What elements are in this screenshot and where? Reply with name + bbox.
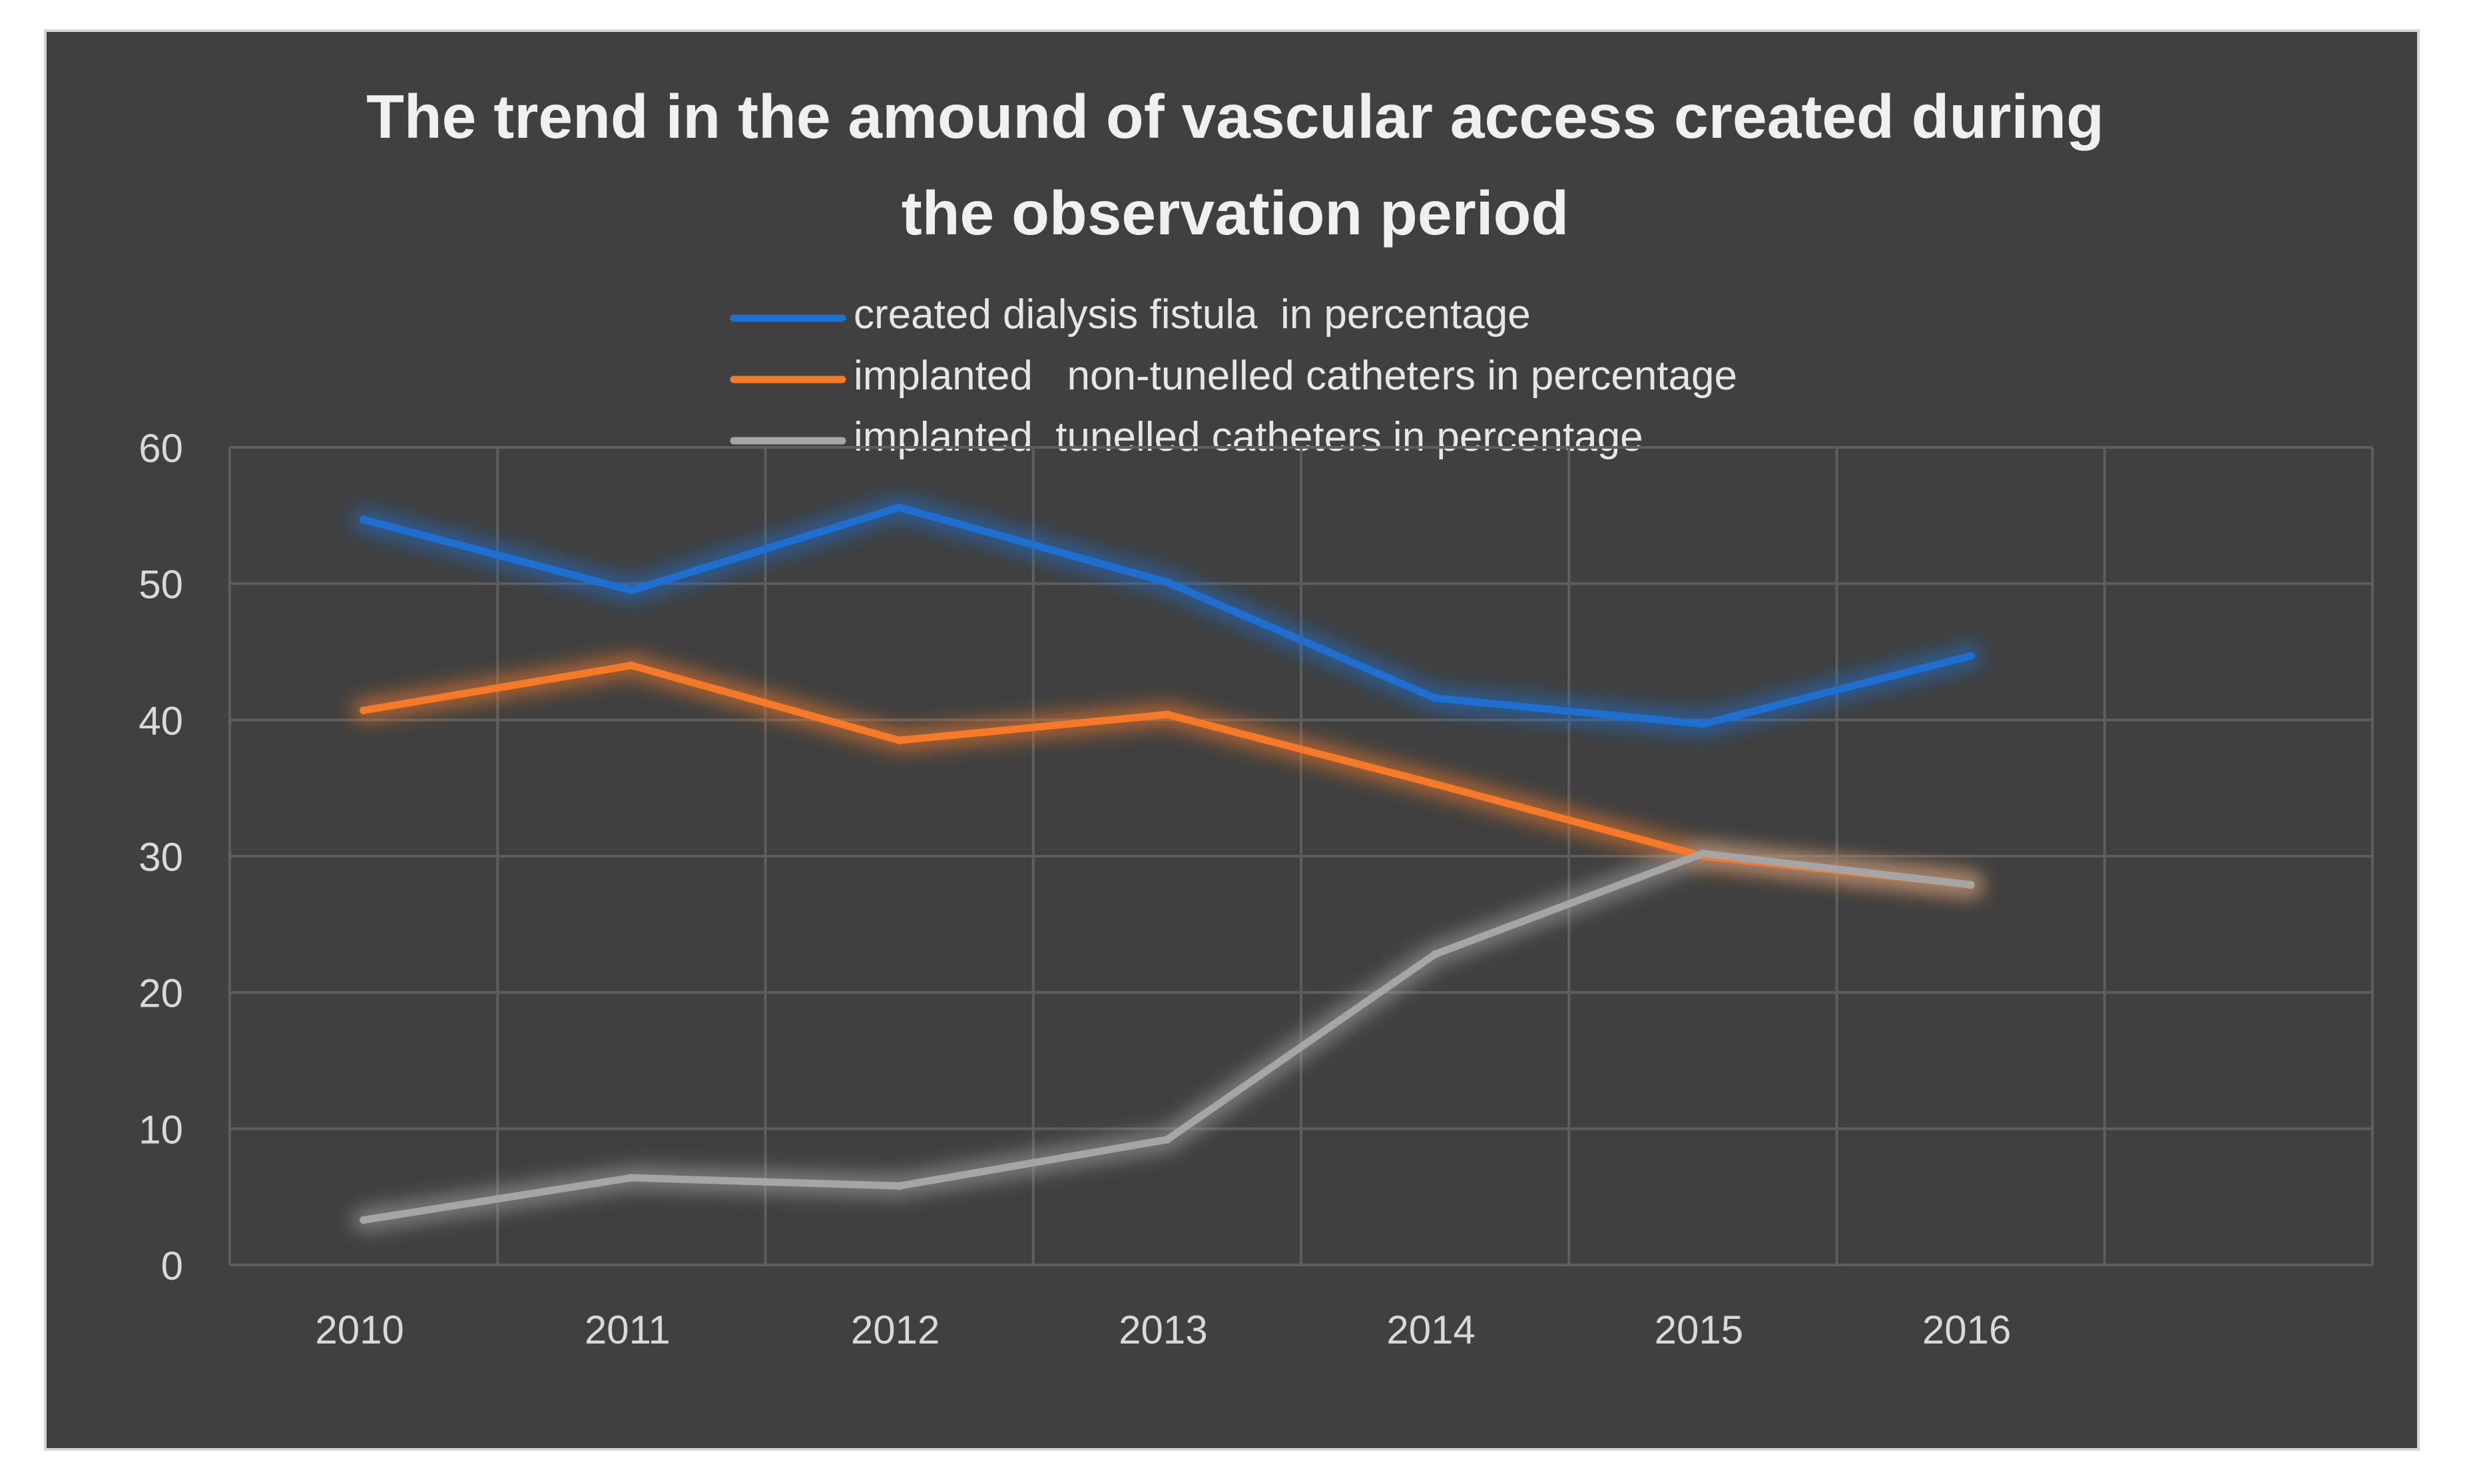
data-point xyxy=(1163,1135,1171,1144)
data-point xyxy=(1163,710,1171,719)
y-tick-label: 50 xyxy=(138,563,183,607)
x-tick-label: 2015 xyxy=(1655,1308,1743,1352)
data-point xyxy=(1699,720,1707,728)
legend-label-fistula: created dialysis fistula in percentage xyxy=(854,292,1531,338)
x-tick-label: 2010 xyxy=(315,1308,404,1352)
series-glow-0 xyxy=(352,496,1982,736)
chart-title-line-2: the observation period xyxy=(902,178,1569,248)
data-point xyxy=(1699,849,1707,858)
legend-label-tunelled: implanted tunelled catheters in percenta… xyxy=(854,414,1643,460)
series-line-0 xyxy=(360,503,1975,728)
series-lines xyxy=(352,496,1982,1232)
y-tick-label: 60 xyxy=(138,426,183,471)
data-point xyxy=(1431,694,1440,702)
y-axis-ticks: 0 10 20 30 40 50 60 xyxy=(138,426,183,1288)
chart-title-line-1: The trend in the amound of vascular acce… xyxy=(366,82,2104,151)
x-tick-label: 2016 xyxy=(1922,1308,2011,1352)
x-axis-ticks: 2010 2011 2012 2013 2014 2015 2016 xyxy=(315,1308,2011,1352)
y-tick-label: 40 xyxy=(138,698,183,743)
data-point xyxy=(1431,950,1440,959)
data-point xyxy=(895,1182,904,1190)
data-point xyxy=(360,706,368,715)
data-point xyxy=(1966,652,1975,660)
data-point xyxy=(1966,880,1975,889)
x-tick-label: 2013 xyxy=(1119,1308,1207,1352)
y-tick-label: 0 xyxy=(161,1244,183,1288)
y-tick-label: 30 xyxy=(138,835,183,879)
data-point xyxy=(1431,780,1440,788)
x-tick-label: 2014 xyxy=(1386,1308,1475,1352)
data-point xyxy=(895,736,904,745)
data-point xyxy=(627,1174,636,1182)
data-point xyxy=(627,661,636,670)
x-tick-label: 2011 xyxy=(585,1308,671,1352)
data-point xyxy=(627,586,636,595)
data-point xyxy=(895,503,904,512)
x-tick-label: 2012 xyxy=(851,1308,940,1352)
legend: created dialysis fistula in percentage i… xyxy=(730,292,1737,460)
data-point xyxy=(1163,578,1171,587)
data-point xyxy=(360,1216,368,1224)
series-glow-2 xyxy=(352,842,1982,1232)
y-tick-label: 20 xyxy=(138,971,183,1016)
series-line-2 xyxy=(360,850,1975,1224)
data-point xyxy=(360,515,368,524)
y-tick-label: 10 xyxy=(138,1107,183,1152)
legend-label-non-tunelled: implanted non-tunelled catheters in perc… xyxy=(854,353,1737,399)
